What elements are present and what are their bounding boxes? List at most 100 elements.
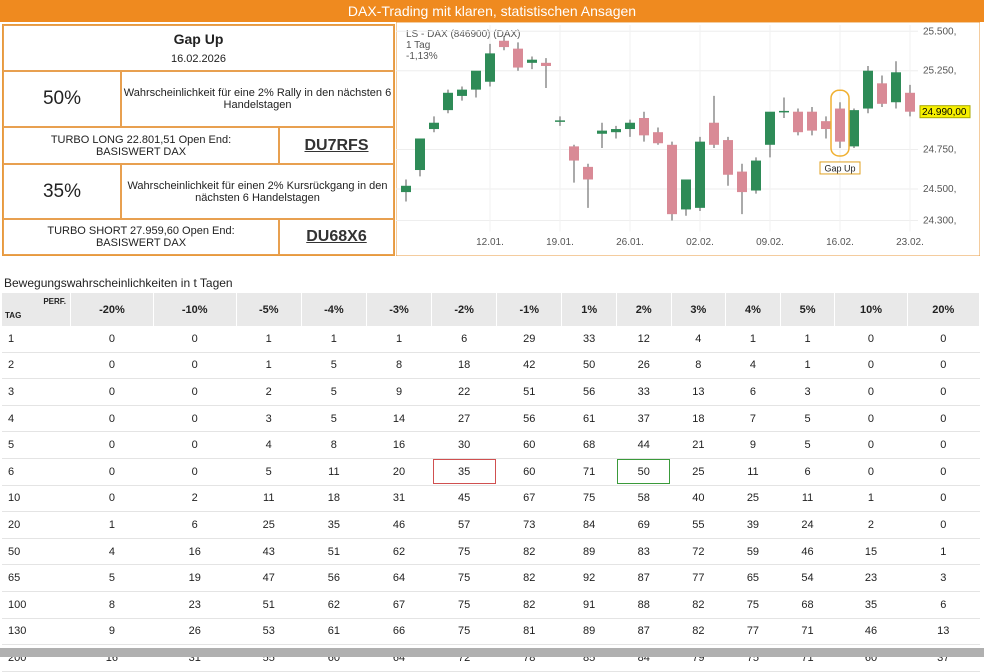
y-tick-label: 24.300, [923,215,956,226]
x-tick-label: 09.02. [756,237,784,248]
column-header: 20% [907,293,981,326]
short-code[interactable]: DU68X6 [279,219,394,255]
short-product: TURBO SHORT 27.959,60 Open End: BASISWER… [3,219,279,255]
value-cell: 0 [153,378,237,406]
value-cell: 1 [725,326,781,353]
candle-body [401,185,411,193]
column-header: -5% [236,293,302,326]
value-cell: 16 [153,538,237,566]
value-cell: 67 [366,591,432,619]
value-cell: 0 [834,352,908,380]
value-cell: 57 [431,511,497,539]
value-cell: 23 [153,591,237,619]
value-cell: 35 [431,458,497,486]
value-cell: 62 [301,591,367,619]
value-cell: 19 [153,564,237,592]
value-cell: 8 [70,591,154,619]
x-tick-label: 02.02. [686,237,714,248]
day-cell: 5 [2,431,71,459]
value-cell: 56 [301,564,367,592]
value-cell: 71 [780,618,835,646]
candle-body [653,132,663,144]
value-cell: 0 [70,431,154,459]
value-cell: 1 [834,485,908,513]
column-header: 10% [834,293,908,326]
column-header: -1% [496,293,563,326]
candle-body [541,62,551,66]
value-cell: 0 [834,378,908,406]
value-cell: 59 [725,538,781,566]
table-row: 6 0 0 5 11 20 35 60 71 50 25 11 6 0 0 [2,458,980,486]
value-cell: 1 [780,326,835,353]
value-cell: 68 [561,431,617,459]
value-cell: 5 [301,352,367,380]
value-cell: 82 [496,538,562,566]
candle-body [527,59,537,63]
corner-row-label: TAG [5,311,22,320]
value-cell: 44 [616,431,672,459]
value-cell: 0 [907,511,980,539]
value-cell: 4 [70,538,154,566]
value-cell: 35 [301,511,367,539]
value-cell: 87 [616,618,672,646]
value-cell: 75 [431,591,497,619]
value-cell: 6 [431,326,497,353]
value-cell: 7 [725,405,781,433]
signal-head: Gap Up 16.02.2026 [3,25,394,71]
candle-body [765,111,775,145]
value-cell: 11 [780,485,835,513]
annotation-label: Gap Up [824,163,855,173]
short-probability: 35% [3,164,121,219]
value-cell: 75 [431,618,497,646]
day-cell: 100 [2,591,71,619]
value-cell: 61 [301,618,367,646]
candle-body [695,141,705,208]
x-tick-label: 26.01. [616,237,644,248]
probability-table: PERF. TAG -20% -10% -5% -4% -3% -2% -1% 1% 2% 3% 4% 5… [2,293,981,672]
long-probability: 50% [3,71,121,127]
value-cell: 11 [301,458,367,486]
candle-body [471,70,481,90]
value-cell: 84 [561,511,617,539]
candle-body [863,70,873,109]
value-cell: 68 [780,591,835,619]
value-cell: 51 [301,538,367,566]
annotation-box [830,89,850,157]
table-row: 100 8 23 51 62 67 75 82 91 88 82 75 68 35 6 [2,591,980,619]
day-cell: 4 [2,405,71,433]
value-cell: 1 [70,511,154,539]
value-cell: 1 [907,538,980,566]
value-cell: 25 [725,485,781,513]
candle-body [905,92,915,112]
annotation-label-box [819,161,861,175]
value-cell: 65 [725,564,781,592]
corner-cell: PERF. TAG [2,293,71,326]
table-row: 2 0 0 1 5 8 18 42 50 26 8 4 1 0 0 [2,352,980,380]
candle-body [737,171,747,193]
candle-body [877,83,887,104]
candle-body [569,146,579,161]
value-cell: 56 [496,405,562,433]
value-cell: 71 [561,458,617,486]
value-cell: 5 [780,405,835,433]
value-cell: 58 [616,485,672,513]
value-cell: 1 [236,352,302,380]
header-title: DAX-Trading mit klaren, statistischen An… [0,0,984,22]
value-cell: 56 [561,378,617,406]
value-cell: 66 [366,618,432,646]
candle-body [597,130,607,134]
candle-body [681,179,691,210]
value-cell: 60 [496,458,562,486]
value-cell: 8 [301,431,367,459]
value-cell: 1 [780,352,835,380]
value-cell: 92 [561,564,617,592]
y-tick-label: 24.750, [923,145,956,156]
last-price-box [919,105,971,119]
chart-title: LS - DAX (846900) (DAX) [406,29,521,40]
long-code[interactable]: DU7RFS [279,127,394,164]
candle-body [639,118,649,136]
value-cell: 73 [496,511,562,539]
value-cell: 2 [236,378,302,406]
value-cell: 31 [366,485,432,513]
candle-body [625,122,635,130]
